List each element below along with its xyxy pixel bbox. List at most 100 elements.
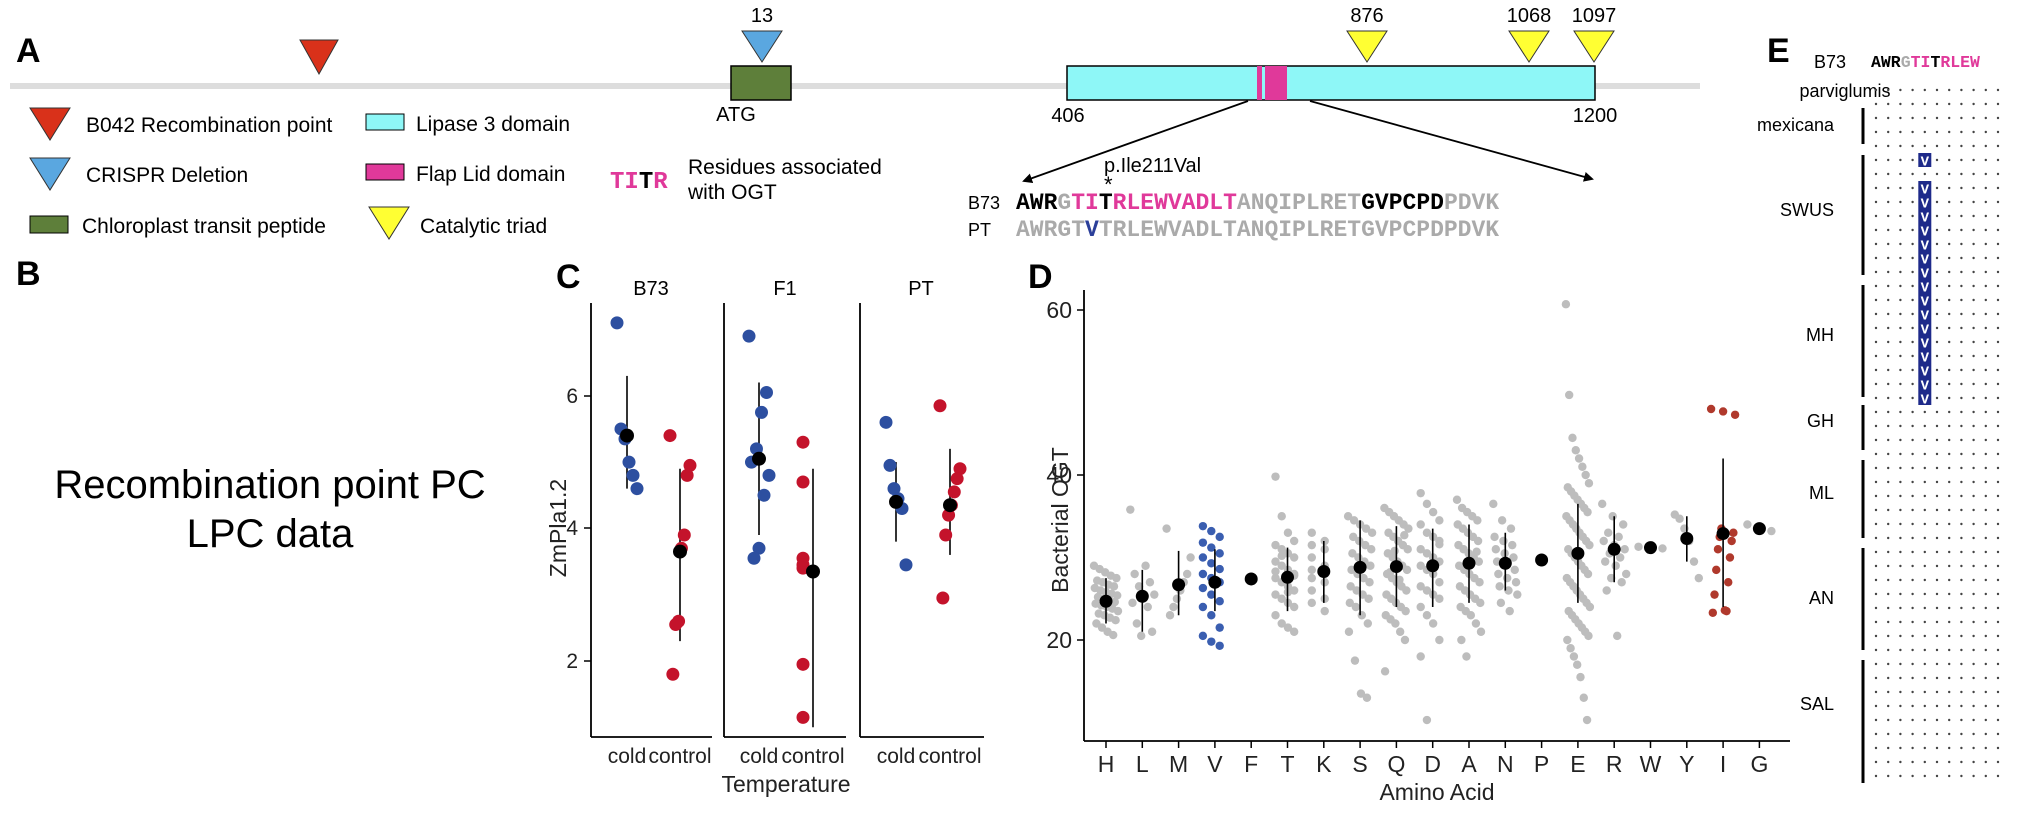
alignment-v-residue: V [1921, 365, 1930, 381]
alignment-dot [1972, 382, 1975, 386]
panel-d-point-m [1172, 594, 1182, 603]
alignment-dot [1911, 746, 1914, 750]
alignment-dot [1996, 284, 2000, 288]
alignment-dot [1996, 172, 2000, 176]
alignment-v-residue: V [1921, 281, 1930, 297]
alignment-dot [1984, 438, 1988, 442]
alignment-dot [1984, 256, 1988, 260]
alignment-dot [1972, 634, 1975, 638]
panel-c-point-pt-control [947, 485, 961, 499]
alignment-dot [1996, 774, 2000, 778]
alignment-dot [1984, 228, 1988, 232]
legend-ogt-text-line2: with OGT [687, 181, 777, 204]
facet-label-b73: B73 [633, 278, 669, 300]
alignment-dot [1948, 186, 1951, 190]
panel-d-point-q [1404, 524, 1413, 533]
alignment-dot [1960, 354, 1963, 358]
alignment-dot [1911, 774, 1914, 778]
panel-c-mean-f1-cold [752, 451, 766, 466]
panel-d-point-n [1497, 516, 1507, 525]
alignment-dot [1984, 214, 1988, 218]
alignment-dot [1996, 592, 2000, 596]
alignment-dot [1948, 354, 1951, 358]
alignment-dot [1899, 466, 1902, 470]
alignment-dot [1996, 760, 2000, 764]
alignment-v-cell [1918, 279, 1932, 293]
panel-d-point-t [1271, 573, 1280, 583]
alignment-dot [1899, 676, 1902, 680]
alignment-dot [1887, 704, 1890, 708]
panel-d-point-l [1126, 505, 1135, 514]
panel-d-point-s [1357, 611, 1367, 620]
alignment-dot [1899, 746, 1902, 750]
panel-d-point-e [1584, 631, 1593, 641]
alignment-dot [1972, 466, 1975, 470]
panel-d-point-s [1350, 656, 1360, 665]
alignment-dot [1887, 620, 1890, 624]
alignment-dot [1935, 270, 1939, 274]
alignment-dot [1948, 704, 1951, 708]
alignment-v-residue: V [1921, 337, 1930, 353]
alignment-dot [1984, 158, 1988, 162]
panel-d-point-t [1289, 602, 1299, 612]
alignment-dot [1887, 326, 1890, 330]
alignment-dot [1996, 438, 2000, 442]
panel-d-xtick-d: D [1424, 751, 1441, 777]
alignment-dot [1996, 312, 2000, 316]
alignment-dot [1874, 186, 1878, 190]
panel-c-point-f1-control [796, 435, 810, 449]
alignment-dot [1874, 620, 1878, 624]
alignment-dot [1887, 424, 1890, 428]
panel-d-point-s [1345, 598, 1355, 608]
alignment-dot [1935, 242, 1939, 246]
alignment-v-cell [1918, 265, 1932, 279]
alignment-dot [1874, 256, 1878, 260]
panel-d-point-q [1395, 575, 1404, 584]
panel-d-point-i [1720, 606, 1730, 615]
alignment-dot [1984, 648, 1988, 652]
panel-d-point-t [1283, 528, 1293, 537]
panel-d-point-e [1582, 715, 1592, 725]
alignment-dot [1899, 102, 1902, 106]
zoom-arrow-right [1309, 100, 1594, 182]
panel-d-xtick-w: W [1640, 751, 1662, 777]
panel-d-ytick-60: 60 [1046, 297, 1072, 323]
panel-d-point-v [1207, 611, 1216, 620]
alignment-dot [1887, 242, 1890, 246]
alignment-dot [1887, 592, 1890, 596]
alignment-v-residue: V [1921, 225, 1930, 241]
alignment-dot [1935, 522, 1939, 526]
panel-d-point-m [1182, 569, 1192, 579]
alignment-dot [1984, 172, 1988, 176]
alignment-dot [1923, 438, 1927, 442]
panel-d-point-v [1198, 553, 1208, 562]
panel-d-point-s [1365, 578, 1374, 587]
alignment-v-residue: V [1921, 183, 1930, 199]
panel-d-point-v [1198, 583, 1208, 593]
alignment-dot [1948, 382, 1951, 386]
panel-d-point-a [1473, 516, 1482, 525]
alignment-dot [1960, 116, 1963, 120]
legend-ogt-text-line1: Residues associated [688, 156, 882, 179]
alignment-dot [1911, 704, 1914, 708]
alignment-dot [1948, 452, 1951, 456]
alignment-dot [1996, 466, 2000, 470]
panel-a: A 13 ATG 406 1200 876 1068 1097 [10, 5, 1700, 243]
panel-d-point-h [1109, 582, 1119, 591]
alignment-dot [1911, 718, 1914, 722]
panel-d-mean-l [1135, 589, 1149, 603]
alignment-dot [1972, 774, 1975, 778]
alignment-dot [1984, 354, 1988, 358]
alignment-dot [1984, 676, 1988, 680]
alignment-v-residue: V [1921, 323, 1930, 339]
legend-recombination-text: B042 Recombination point [86, 114, 332, 137]
alignment-dot [1874, 242, 1878, 246]
panel-d-point-k [1320, 578, 1329, 587]
alignment-dot [1887, 214, 1890, 218]
panel-d-point-r [1622, 569, 1631, 579]
panel-d-point-n [1494, 569, 1503, 579]
alignment-dot [1972, 130, 1975, 134]
alignment-dot [1996, 662, 2000, 666]
alignment-dot [1948, 158, 1951, 162]
alignment-dot [1996, 424, 2000, 428]
